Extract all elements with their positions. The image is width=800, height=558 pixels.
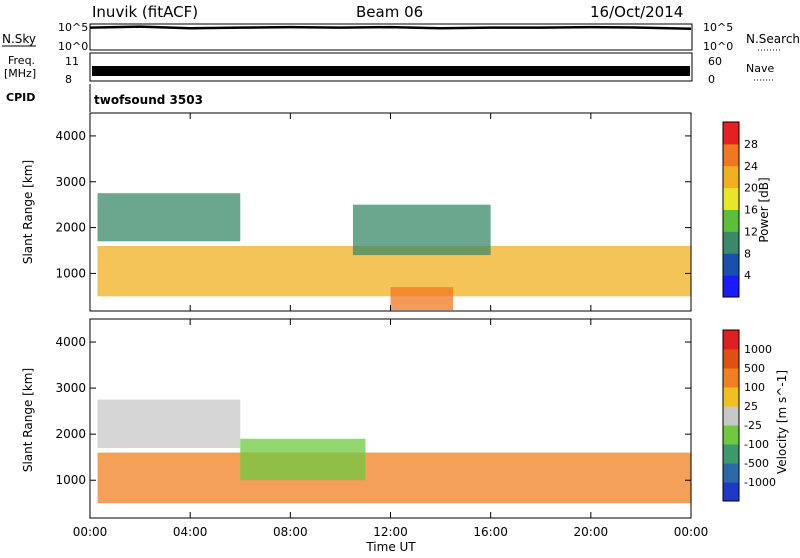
beam-title: Beam 06 bbox=[356, 3, 423, 21]
vel-cbar-swatch-3 bbox=[723, 425, 739, 445]
scatter-band-0 bbox=[97, 452, 691, 504]
vel-cbar-swatch-7 bbox=[723, 349, 739, 369]
freq-left-label-unit: [MHz] bbox=[4, 67, 36, 80]
power-cbar-swatch-7 bbox=[723, 122, 739, 145]
power-colorbar: 4 8 12 16 20 24 28 bbox=[722, 121, 758, 298]
freq-left-tick-top: 11 bbox=[65, 55, 79, 68]
power-cbar-tick-4: 20 bbox=[744, 182, 758, 195]
velocity-ylabel: Slant Range [km] bbox=[21, 368, 35, 472]
scatter-band-2 bbox=[352, 204, 491, 256]
velocity-heatmap bbox=[97, 399, 691, 504]
scatter-band-1 bbox=[97, 193, 241, 242]
vel-cbar-tick-4: -25 bbox=[744, 419, 762, 432]
vel-cbar-tick-0: 1000 bbox=[744, 343, 772, 356]
scatter-band-1 bbox=[97, 399, 241, 448]
velocity-axes: 1000 2000 3000 4000 bbox=[55, 319, 692, 518]
power-cbar-tick-3: 16 bbox=[744, 204, 758, 217]
x-axis-label: Time UT bbox=[365, 540, 416, 554]
x-tick-label-5: 20:00 bbox=[574, 525, 609, 539]
nave-label: Nave bbox=[746, 62, 774, 75]
power-cbar-label: Power [dB] bbox=[757, 177, 771, 242]
x-tick-label-6: 00:00 bbox=[674, 525, 709, 539]
noise-right-tick-bottom: 10^0 bbox=[703, 40, 733, 53]
vel-cbar-swatch-5 bbox=[723, 387, 739, 407]
station-title: Inuvik (fitACF) bbox=[92, 3, 198, 21]
y-tick-label-1000: 1000 bbox=[55, 473, 86, 487]
x-tick-label-1: 04:00 bbox=[173, 525, 208, 539]
vel-cbar-swatch-6 bbox=[723, 368, 739, 388]
x-tick-label-2: 08:00 bbox=[273, 525, 308, 539]
power-ylabel: Slant Range [km] bbox=[21, 160, 35, 264]
vel-cbar-tick-3: 25 bbox=[744, 400, 758, 413]
vel-cbar-swatch-2 bbox=[723, 444, 739, 464]
y-tick-label-2000: 2000 bbox=[55, 427, 86, 441]
noise-panel-frame bbox=[89, 23, 693, 51]
power-cbar-frame bbox=[722, 121, 740, 298]
noise-left-tick-bottom: 10^0 bbox=[58, 40, 88, 53]
y-tick-label-3000: 3000 bbox=[55, 381, 86, 395]
vel-cbar-swatch-0 bbox=[723, 482, 739, 502]
vel-cbar-tick-2: 100 bbox=[744, 381, 765, 394]
noise-right-label: N.Search bbox=[746, 32, 800, 46]
power-cbar-swatch-6 bbox=[723, 143, 739, 167]
x-axis: 00:00 04:00 08:00 12:00 16:00 20:00 00:00 bbox=[73, 525, 709, 539]
vel-cbar-tick-7: -1000 bbox=[744, 476, 776, 489]
power-cbar-swatch-5 bbox=[723, 165, 739, 189]
velocity-colorbar: 1000 500 100 25 -25 -100 -500 -1000 bbox=[722, 329, 776, 502]
power-cbar-tick-1: 8 bbox=[744, 247, 751, 260]
date-title: 16/Oct/2014 bbox=[590, 3, 683, 21]
freq-left-label-top: Freq. bbox=[8, 54, 35, 67]
y-tick-label-4000: 4000 bbox=[55, 335, 86, 349]
power-cbar-tick-0: 4 bbox=[744, 269, 751, 282]
power-cbar-tick-5: 24 bbox=[744, 160, 758, 173]
x-tick-label-3: 12:00 bbox=[373, 525, 408, 539]
cpid-label: CPID bbox=[6, 91, 35, 104]
noise-right-tick-top: 10^5 bbox=[703, 21, 733, 34]
x-tick-label-4: 16:00 bbox=[473, 525, 508, 539]
freq-right-tick-bottom: 0 bbox=[708, 73, 715, 86]
power-cbar-tick-6: 28 bbox=[744, 138, 758, 151]
vel-cbar-tick-6: -500 bbox=[744, 457, 769, 470]
freq-left-tick-bottom: 8 bbox=[65, 73, 72, 86]
power-cbar-swatch-4 bbox=[723, 187, 739, 210]
vel-cbar-tick-1: 500 bbox=[744, 362, 765, 375]
cpid-value: twofsound 3503 bbox=[94, 93, 203, 107]
freq-right-tick-top: 60 bbox=[708, 55, 722, 68]
power-cbar-swatch-2 bbox=[723, 231, 739, 254]
y-tick-label-3000: 3000 bbox=[55, 175, 86, 189]
vel-cbar-frame bbox=[722, 329, 740, 502]
y-tick-label-2000: 2000 bbox=[55, 221, 86, 235]
power-cbar-swatch-1 bbox=[723, 253, 739, 276]
noise-left-label: N.Sky bbox=[2, 32, 36, 46]
y-tick-label-4000: 4000 bbox=[55, 129, 86, 143]
x-tick-label-0: 00:00 bbox=[73, 525, 108, 539]
y-tick-label-1000: 1000 bbox=[55, 266, 86, 280]
power-heatmap bbox=[97, 193, 691, 311]
noise-left-tick-top: 10^5 bbox=[58, 21, 88, 34]
velocity-cbar-label: Velocity [m s^-1] bbox=[775, 370, 789, 474]
scatter-band-3 bbox=[390, 287, 454, 311]
power-cbar-tick-2: 12 bbox=[744, 225, 758, 238]
vel-cbar-swatch-1 bbox=[723, 463, 739, 483]
freq-panel-frame bbox=[89, 52, 693, 82]
noise-series-line bbox=[89, 25, 692, 30]
power-cbar-swatch-3 bbox=[723, 209, 739, 232]
vel-cbar-tick-5: -100 bbox=[744, 438, 769, 451]
power-cbar-swatch-0 bbox=[723, 275, 739, 298]
freq-series-band bbox=[92, 66, 690, 76]
vel-cbar-swatch-8 bbox=[723, 330, 739, 350]
power-axes: 1000 2000 3000 4000 bbox=[55, 113, 692, 311]
vel-cbar-swatch-4 bbox=[723, 406, 739, 426]
scatter-band-2 bbox=[240, 438, 366, 481]
